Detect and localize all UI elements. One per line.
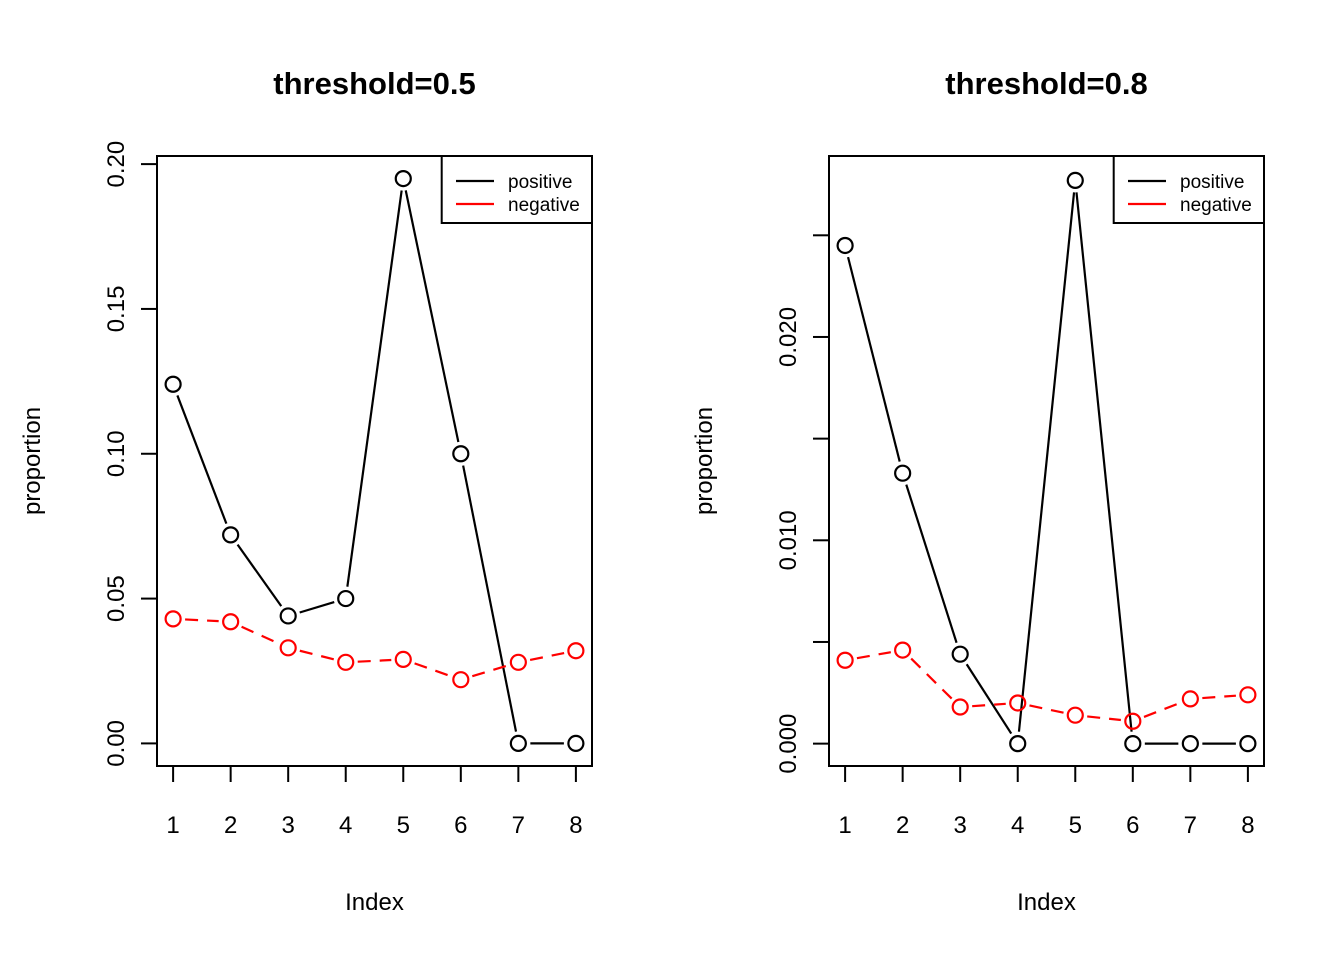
positive-data-point (1124, 735, 1142, 753)
positive-data-point (836, 236, 854, 255)
x-axis-tick-label: 2 (896, 812, 909, 839)
positive-line-segment (1075, 192, 1133, 732)
positive-data-point (394, 169, 412, 188)
negative-data-point (509, 653, 527, 671)
y-axis-tick-label: 0.10 (103, 430, 130, 477)
negative-line-segment (1202, 694, 1236, 700)
negative-line-segment (185, 618, 219, 623)
negative-data-point (951, 698, 969, 716)
y-axis-tick-label: 0.05 (103, 575, 130, 622)
positive-data-point (894, 464, 912, 482)
positive-data-point (567, 734, 585, 753)
positive-data-point (1239, 735, 1257, 753)
x-axis-tick-label: 4 (339, 812, 352, 839)
x-axis-tick-label: 6 (454, 812, 467, 839)
positive-data-point (951, 645, 969, 663)
legend-negative-label: negative (1180, 195, 1252, 216)
panel-threshold-0.5: 1 2 3 4 5 6 7 8 0.00 0.05 0.10 0.15 0.20 positivenega… (19, 66, 594, 916)
negative-data-point (1066, 706, 1084, 724)
negative-data-point (394, 650, 412, 669)
negative-line-segment (1143, 702, 1180, 718)
negative-data-point (1181, 690, 1199, 708)
legend-positive-label: positive (1180, 172, 1244, 193)
positive-line-segment (462, 465, 518, 732)
negative-data-point (164, 610, 182, 628)
y-axis-tick-label: 0.000 (775, 714, 802, 774)
negative-line-segment (1029, 704, 1064, 714)
negative-line-segment (910, 657, 953, 700)
positive-data-point (337, 589, 355, 608)
x-axis-tick-label: 4 (1011, 812, 1024, 839)
y-axis-tick-label: 0.00 (103, 720, 130, 767)
y-axis-tick-label: 0.020 (775, 307, 802, 367)
x-axis-tick-label: 7 (512, 812, 525, 839)
negative-data-point (222, 613, 240, 631)
positive-line-segment (176, 395, 228, 525)
legend-positive-label: positive (508, 172, 572, 193)
positive-data-point (279, 607, 297, 625)
positive-data-point (222, 526, 240, 544)
negative-data-point (452, 671, 470, 689)
positive-data-point (1066, 171, 1084, 189)
y-axis-label: proportion (691, 407, 718, 515)
negative-line-segment (241, 625, 278, 644)
positive-data-point (164, 375, 182, 393)
y-axis-label: proportion (19, 407, 46, 515)
negative-data-point (279, 639, 297, 657)
x-axis-tick-label: 6 (1126, 812, 1139, 839)
negative-data-point (894, 641, 912, 659)
negative-line-segment (856, 651, 892, 660)
negative-data-point (1239, 686, 1257, 704)
positive-line-segment (965, 663, 1013, 735)
x-axis-tick-label: 8 (1241, 812, 1254, 839)
x-axis-tick-label: 7 (1184, 812, 1197, 839)
positive-data-point (452, 445, 470, 463)
negative-line-segment (1087, 715, 1121, 722)
x-axis-label: Index (1017, 889, 1076, 916)
y-axis-tick-label: 0.010 (775, 510, 802, 570)
x-axis-tick-label: 8 (569, 812, 582, 839)
positive-data-point (1009, 735, 1027, 753)
negative-data-point (1009, 694, 1027, 712)
negative-line-segment (972, 702, 1006, 708)
positive-line-segment (905, 484, 958, 644)
positive-line-segment (236, 544, 283, 607)
x-axis-tick-label: 3 (282, 812, 295, 839)
x-axis-label: Index (345, 889, 404, 916)
legend-box (1112, 155, 1266, 224)
negative-data-point (836, 651, 854, 669)
legend-box (440, 155, 594, 224)
positive-line-segment (404, 190, 460, 443)
panel-title: threshold=0.8 (945, 66, 1147, 101)
y-axis-tick-label: 0.15 (103, 286, 130, 333)
negative-line-segment (299, 649, 335, 661)
positive-line-segment (346, 190, 403, 587)
negative-data-point (337, 653, 355, 671)
x-axis-tick-label: 5 (397, 812, 410, 839)
legend-negative-label: negative (508, 195, 580, 216)
negative-data-point (1124, 712, 1142, 730)
positive-line-segment (846, 256, 901, 462)
positive-line-segment (299, 600, 335, 614)
positive-data-point (1181, 735, 1199, 753)
panel-title: threshold=0.5 (273, 66, 475, 101)
x-axis-tick-label: 1 (166, 812, 179, 839)
positive-line-segment (1017, 192, 1076, 732)
negative-line-segment (471, 664, 508, 678)
negative-line-segment (357, 658, 392, 663)
x-axis-tick-label: 5 (1069, 812, 1082, 839)
y-axis-tick-label: 0.20 (103, 141, 130, 188)
positive-data-point (509, 734, 527, 753)
plot-border (828, 155, 1265, 767)
negative-data-point (567, 642, 585, 660)
x-axis-tick-label: 3 (954, 812, 967, 839)
negative-line-segment (414, 662, 450, 677)
plot-border (156, 155, 593, 767)
x-axis-tick-label: 1 (838, 812, 851, 839)
negative-line-segment (529, 652, 565, 662)
x-axis-tick-label: 2 (224, 812, 237, 839)
